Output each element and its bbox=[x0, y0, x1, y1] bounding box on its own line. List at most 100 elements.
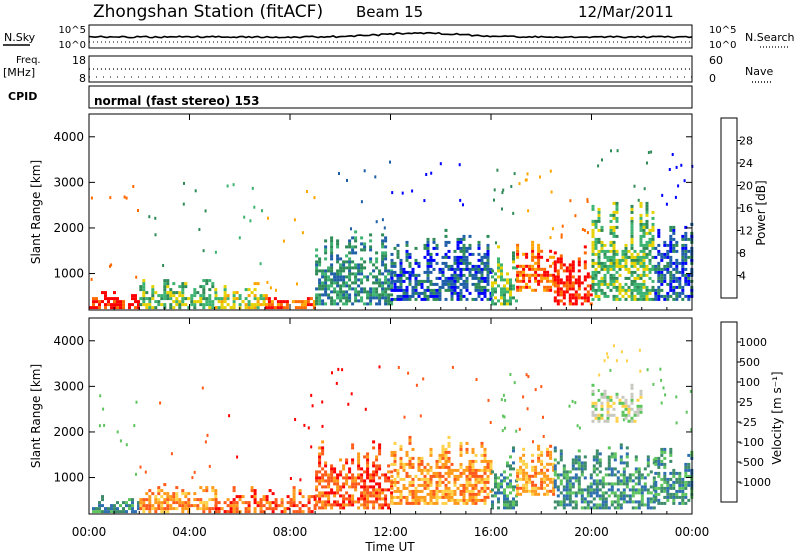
velocity-cell bbox=[494, 476, 497, 480]
velocity-scatter-cell bbox=[659, 367, 662, 371]
power-cell bbox=[202, 294, 206, 298]
power-cell bbox=[672, 297, 676, 301]
velocity-cell bbox=[565, 470, 569, 474]
velocity-cell bbox=[591, 410, 595, 414]
velocity-cell bbox=[483, 468, 487, 472]
power-cell bbox=[494, 302, 497, 306]
velocity-cell bbox=[630, 395, 634, 399]
velocity-scatter-cell bbox=[501, 429, 504, 433]
power-cell bbox=[414, 246, 418, 250]
velocity-cell bbox=[411, 495, 415, 499]
velocity-cell bbox=[672, 483, 676, 487]
velocity-cell bbox=[122, 507, 125, 511]
velocity-cell bbox=[624, 416, 628, 420]
power-cell bbox=[522, 279, 526, 283]
velocity-cell bbox=[568, 497, 572, 501]
velocity-cell bbox=[630, 398, 634, 402]
velocity-cell bbox=[104, 510, 107, 514]
power-scatter-cell bbox=[597, 164, 600, 168]
power-cell bbox=[681, 234, 685, 238]
velocity-cell bbox=[447, 492, 451, 496]
velocity-cell bbox=[471, 474, 475, 478]
velocity-cell bbox=[366, 494, 370, 498]
power-cell bbox=[600, 291, 604, 295]
power-cell bbox=[220, 306, 224, 310]
velocity-cell bbox=[666, 480, 670, 484]
velocity-cell bbox=[217, 510, 221, 514]
velocity-cell bbox=[474, 498, 478, 502]
power-cell bbox=[145, 297, 149, 301]
velocity-cell bbox=[178, 501, 182, 505]
velocity-cell bbox=[399, 498, 403, 502]
velocity-cell bbox=[471, 495, 475, 499]
velocity-cell bbox=[402, 468, 406, 472]
power-cell bbox=[684, 225, 688, 229]
power-cell bbox=[462, 243, 466, 247]
velocity-cell bbox=[497, 488, 500, 492]
power-scatter-cell bbox=[518, 182, 521, 186]
power-cell bbox=[639, 294, 643, 298]
power-cell bbox=[193, 294, 197, 298]
velocity-cell bbox=[525, 477, 529, 481]
power-cell bbox=[465, 246, 469, 250]
velocity-cell bbox=[640, 488, 644, 492]
power-scatter-cell bbox=[526, 172, 529, 176]
power-cell bbox=[324, 248, 328, 252]
velocity-cell bbox=[636, 404, 640, 408]
power-cell bbox=[571, 281, 575, 285]
velocity-scatter-cell bbox=[504, 398, 507, 402]
power-cell bbox=[477, 279, 481, 283]
time-axis: 00:00 04:00 08:00 12:00 16:00 20:00 00:00 bbox=[72, 114, 709, 539]
power-cell bbox=[612, 243, 616, 247]
power-cell bbox=[669, 282, 673, 286]
velocity-cell bbox=[649, 500, 653, 504]
velocity-cell bbox=[444, 450, 448, 454]
power-cell bbox=[612, 273, 616, 277]
velocity-cell bbox=[672, 486, 676, 490]
power-cell bbox=[657, 270, 661, 274]
power-cell bbox=[589, 302, 593, 306]
velocity-cell bbox=[534, 471, 538, 475]
power-cell bbox=[375, 266, 379, 270]
velocity-cell bbox=[342, 467, 346, 471]
velocity-cell bbox=[516, 492, 520, 496]
power-cell bbox=[429, 264, 433, 268]
velocity-cell bbox=[453, 480, 457, 484]
power-cell bbox=[639, 282, 643, 286]
power-cell bbox=[531, 273, 535, 277]
power-cell bbox=[577, 260, 581, 264]
power-cell bbox=[145, 303, 149, 307]
velocity-cell bbox=[491, 506, 494, 510]
power-cell bbox=[318, 302, 322, 306]
velocity-cell bbox=[462, 471, 466, 475]
power-cell bbox=[390, 279, 394, 283]
power-cell bbox=[600, 288, 604, 292]
power-cell bbox=[381, 284, 385, 288]
velocity-cell bbox=[298, 489, 302, 493]
power-cell bbox=[636, 291, 640, 295]
velocity-cell bbox=[654, 495, 658, 499]
power-cell bbox=[354, 272, 358, 276]
power-cell bbox=[405, 249, 409, 253]
velocity-cell bbox=[522, 453, 526, 457]
velocity-cell bbox=[480, 453, 484, 457]
velocity-cell bbox=[450, 471, 454, 475]
power-cell bbox=[553, 284, 557, 288]
velocity-scatter-cell bbox=[350, 392, 353, 396]
velocity-cell bbox=[366, 506, 370, 510]
power-cell bbox=[657, 279, 661, 283]
velocity-cell bbox=[262, 504, 266, 508]
power-cell bbox=[594, 261, 598, 265]
velocity-cell bbox=[592, 455, 596, 459]
power-cell bbox=[603, 249, 607, 253]
velocity-cell bbox=[549, 477, 553, 481]
velocity-cell bbox=[571, 485, 575, 489]
velocity-cell bbox=[372, 494, 376, 498]
velocity-cell bbox=[175, 486, 179, 490]
velocity-cell bbox=[435, 495, 439, 499]
power-cell bbox=[426, 261, 430, 265]
power-cell bbox=[600, 249, 604, 253]
velocity-cell bbox=[625, 455, 629, 459]
velocity-cell bbox=[447, 441, 451, 445]
velocity-cell bbox=[637, 482, 641, 486]
